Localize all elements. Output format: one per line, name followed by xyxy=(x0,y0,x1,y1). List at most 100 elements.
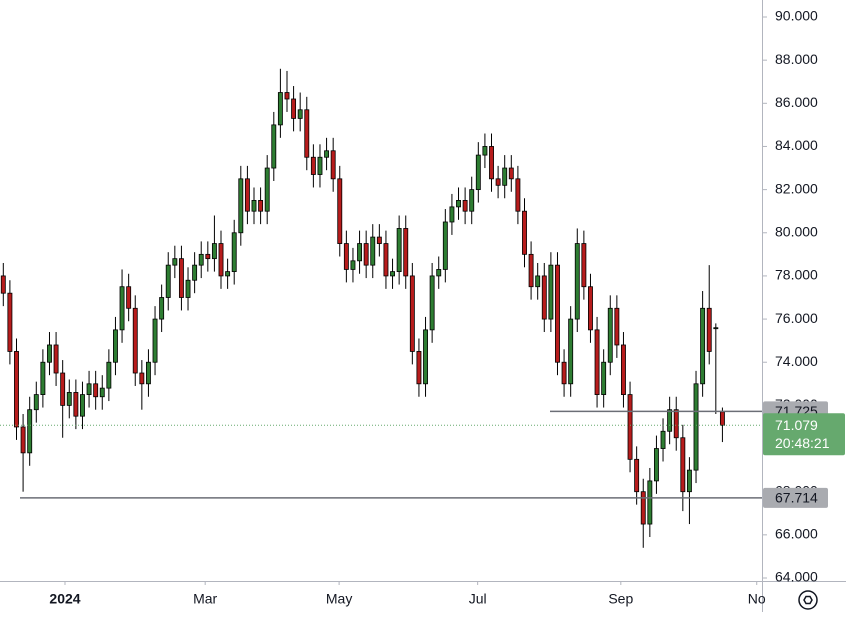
candle-body xyxy=(442,221,448,270)
candle-body xyxy=(502,167,508,186)
candle-body xyxy=(192,264,198,281)
candle-body xyxy=(99,387,105,398)
candle-body xyxy=(436,269,442,277)
candle-body xyxy=(93,383,99,398)
level-label: 67.714 xyxy=(775,490,818,506)
candle-body xyxy=(383,243,389,277)
candle-body xyxy=(713,327,719,330)
candle-body xyxy=(20,426,26,454)
y-tick-label: 86.000 xyxy=(775,94,818,110)
candle-body xyxy=(660,430,666,449)
candle-body xyxy=(178,258,184,298)
candle-body xyxy=(640,491,646,525)
candle-body xyxy=(423,329,428,385)
candle-body xyxy=(251,200,257,212)
candle-body xyxy=(528,253,534,288)
candle-body xyxy=(310,156,316,175)
candle-body xyxy=(66,392,72,406)
candle-body xyxy=(561,361,567,385)
candle-body xyxy=(515,178,521,212)
candle-body xyxy=(614,307,620,346)
x-tick-label: Jul xyxy=(469,591,487,607)
candle-body xyxy=(409,275,415,352)
candle-body xyxy=(462,200,468,212)
candle-body xyxy=(60,372,66,406)
candle-body xyxy=(244,178,250,212)
candle-body xyxy=(634,458,640,493)
candle-body xyxy=(53,344,59,374)
y-tick-label: 78.000 xyxy=(775,267,818,283)
candle-body xyxy=(555,264,560,363)
candle-body xyxy=(40,361,46,395)
candle-body xyxy=(363,243,369,266)
candle-body xyxy=(370,236,376,266)
candle-body xyxy=(416,351,422,385)
candle-body xyxy=(317,156,323,175)
candle-body xyxy=(185,279,191,298)
candle-body xyxy=(231,232,237,273)
candle-body xyxy=(165,264,171,298)
candle-body xyxy=(132,307,138,374)
candle-body xyxy=(541,275,547,320)
x-tick-label: Mar xyxy=(193,591,217,607)
candle-body xyxy=(291,98,297,119)
candle-body xyxy=(495,178,501,186)
settings-button[interactable] xyxy=(798,590,818,610)
candle-body xyxy=(218,243,224,277)
candle-body xyxy=(706,307,712,352)
candle-body xyxy=(139,372,145,385)
candle-body xyxy=(211,243,217,260)
candle-body xyxy=(80,394,85,417)
candle-body xyxy=(396,228,402,273)
candle-body xyxy=(126,286,132,309)
last-price-label: 71.079 xyxy=(775,417,818,433)
candle-body xyxy=(693,383,699,471)
x-tick-label: 2024 xyxy=(49,591,80,607)
candle-body xyxy=(647,480,653,525)
candle-body xyxy=(653,448,659,482)
candle-body xyxy=(489,146,494,180)
candle-body xyxy=(535,275,541,288)
y-tick-label: 90.000 xyxy=(775,8,818,24)
candle-body xyxy=(238,178,244,234)
candle-body xyxy=(14,351,19,428)
candle-body xyxy=(27,409,33,454)
candle-body xyxy=(33,394,39,411)
candle-body xyxy=(667,409,673,432)
candle-body xyxy=(588,286,593,331)
candle-body xyxy=(508,167,514,180)
candle-body xyxy=(376,236,382,244)
candle-body xyxy=(700,307,706,385)
x-tick-label: May xyxy=(326,591,352,607)
countdown: 20:48:21 xyxy=(775,435,830,451)
candle-body xyxy=(264,167,270,212)
candle-body xyxy=(686,469,692,493)
candle-body xyxy=(330,150,336,180)
candle-body xyxy=(343,243,349,270)
candle-body xyxy=(456,200,461,208)
candle-body xyxy=(475,154,481,191)
candle-body xyxy=(607,307,613,363)
candle-body xyxy=(601,361,607,395)
x-tick-label: No xyxy=(748,591,766,607)
y-tick-label: 80.000 xyxy=(775,223,818,239)
y-tick-label: 74.000 xyxy=(775,353,818,369)
candle-body xyxy=(205,253,211,260)
candle-body xyxy=(357,243,363,262)
candle-body xyxy=(621,344,626,395)
y-tick-label: 64.000 xyxy=(775,569,818,585)
candle-body xyxy=(152,318,158,363)
candle-body xyxy=(0,275,6,294)
candle-body xyxy=(429,275,435,331)
candle-body xyxy=(106,361,112,389)
y-tick-label: 66.000 xyxy=(775,526,818,542)
last-price-badge xyxy=(763,413,845,456)
candle-body xyxy=(680,437,686,493)
candle-body xyxy=(86,383,92,395)
candle-body xyxy=(198,253,204,266)
candle-body xyxy=(350,260,356,270)
candle-body xyxy=(113,329,118,363)
y-tick-label: 82.000 xyxy=(775,180,818,196)
candle-body xyxy=(304,109,310,158)
